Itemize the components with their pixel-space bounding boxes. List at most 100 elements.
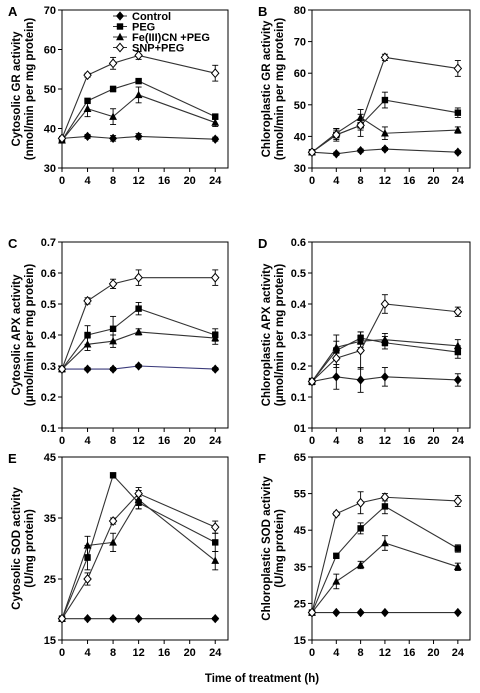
data-point bbox=[381, 129, 389, 137]
data-point bbox=[453, 562, 462, 570]
y-tick-label: 40 bbox=[294, 131, 306, 143]
y-tick-label: 0.3 bbox=[41, 361, 56, 373]
data-point bbox=[454, 109, 462, 116]
y-tick-label: 0.3 bbox=[291, 330, 306, 342]
panel-letter: D bbox=[258, 236, 267, 251]
data-point bbox=[83, 131, 92, 142]
data-point bbox=[109, 337, 117, 345]
data-point bbox=[307, 376, 317, 387]
data-point bbox=[109, 133, 118, 144]
x-tick-label: 20 bbox=[427, 435, 439, 447]
x-tick-label: 16 bbox=[158, 175, 170, 187]
x-tick-label: 20 bbox=[427, 175, 439, 187]
data-point bbox=[134, 90, 143, 99]
y-tick-label: 65 bbox=[294, 452, 306, 464]
data-point bbox=[332, 577, 341, 585]
data-point bbox=[453, 63, 463, 74]
data-point bbox=[109, 613, 118, 624]
x-tick-label: 4 bbox=[84, 647, 91, 659]
y-tick-label: 50 bbox=[44, 84, 56, 96]
panel-letter: B bbox=[258, 4, 267, 19]
y-tick-label: 0.4 bbox=[41, 330, 57, 342]
series-snp-peg bbox=[57, 50, 220, 144]
data-point bbox=[134, 488, 143, 499]
y-tick-label: 30 bbox=[294, 163, 306, 175]
data-point bbox=[453, 607, 462, 618]
x-tick-label: 8 bbox=[358, 435, 364, 447]
legend-entry: PEG bbox=[113, 22, 155, 34]
chart-panel-d: D 01 0.1 0.2 0.3 0.4 0.5 0.6 0 4 8 12 16 20 24 Chloropl… bbox=[258, 236, 471, 447]
panel-letter: A bbox=[8, 4, 18, 19]
y-tick-label: 25 bbox=[294, 598, 306, 610]
data-point bbox=[356, 560, 365, 569]
x-tick-label: 20 bbox=[184, 647, 196, 659]
legend-label: SNP+PEG bbox=[132, 43, 184, 55]
data-point bbox=[135, 305, 142, 312]
data-point bbox=[454, 545, 462, 552]
series-control bbox=[58, 613, 220, 624]
data-point bbox=[210, 272, 220, 283]
data-point bbox=[380, 299, 390, 309]
x-tick-label: 8 bbox=[110, 647, 116, 659]
y-tick-label: 35 bbox=[44, 513, 56, 525]
panel-letter: C bbox=[8, 236, 18, 251]
data-point bbox=[453, 306, 463, 317]
x-tick-label: 24 bbox=[209, 647, 222, 659]
x-tick-label: 0 bbox=[59, 175, 65, 187]
data-point bbox=[380, 492, 390, 503]
data-point bbox=[83, 70, 92, 81]
data-point bbox=[307, 147, 317, 158]
x-tick-label: 0 bbox=[309, 175, 315, 187]
data-point bbox=[453, 375, 462, 385]
data-point bbox=[83, 541, 92, 549]
y-tick-label: 30 bbox=[44, 163, 56, 175]
y-tick-label: 0.5 bbox=[291, 268, 306, 280]
data-point bbox=[211, 364, 220, 374]
chart-panel-c: C 0.1 0.2 0.3 0.4 0.5 0.6 0.7 0 4 8 12 16 20 24 Cytosol… bbox=[8, 236, 229, 447]
x-tick-label: 20 bbox=[184, 435, 196, 447]
panel-letter: F bbox=[258, 451, 266, 466]
y-axis-unit: (U/mg protein) bbox=[24, 509, 36, 588]
data-point bbox=[109, 85, 117, 93]
y-tick-label: 70 bbox=[44, 5, 56, 17]
data-point bbox=[57, 613, 67, 624]
x-tick-label: 0 bbox=[309, 435, 315, 447]
x-tick-label: 24 bbox=[452, 435, 465, 447]
data-point bbox=[83, 364, 92, 374]
legend-entry: Control bbox=[113, 11, 171, 23]
data-point bbox=[108, 278, 118, 289]
data-point bbox=[210, 522, 220, 533]
y-axis-label: Chloroplastic APX activity bbox=[261, 263, 273, 406]
y-tick-label: 50 bbox=[294, 100, 306, 112]
data-point bbox=[381, 503, 389, 510]
x-tick-label: 20 bbox=[427, 647, 439, 659]
data-point bbox=[381, 538, 389, 547]
plot-frame bbox=[61, 456, 229, 641]
legend-label: PEG bbox=[132, 22, 155, 34]
x-tick-label: 8 bbox=[110, 435, 116, 447]
data-point bbox=[108, 516, 118, 527]
x-tick-label: 4 bbox=[333, 435, 340, 447]
data-point bbox=[307, 607, 317, 618]
y-tick-label: 01 bbox=[294, 423, 306, 435]
data-point bbox=[380, 607, 389, 618]
y-tick-label: 55 bbox=[294, 489, 306, 501]
data-point bbox=[453, 125, 462, 134]
chart-panel-f: F 15 25 35 45 55 65 0 4 8 12 16 20 24 Chloroplastic SO… bbox=[258, 451, 471, 659]
data-point bbox=[332, 149, 341, 159]
y-axis-label: Chloroplastic GR activity bbox=[261, 20, 273, 157]
y-tick-label: 45 bbox=[44, 452, 56, 464]
series-snp-peg bbox=[57, 269, 220, 375]
legend-entry: SNP+PEG bbox=[113, 43, 184, 55]
legend-label: Fe(III)CN +PEG bbox=[132, 32, 210, 44]
y-axis-unit: (nmol/min per mg protein) bbox=[274, 18, 286, 161]
y-tick-label: 0.2 bbox=[41, 392, 56, 404]
y-axis-unit: (μmol/min per mg protein) bbox=[24, 264, 36, 407]
data-point bbox=[57, 364, 67, 375]
y-tick-label: 25 bbox=[44, 574, 56, 586]
data-point bbox=[357, 525, 364, 532]
x-tick-label: 4 bbox=[84, 435, 91, 447]
x-axis-label: Time of treatment (h) bbox=[205, 673, 319, 685]
